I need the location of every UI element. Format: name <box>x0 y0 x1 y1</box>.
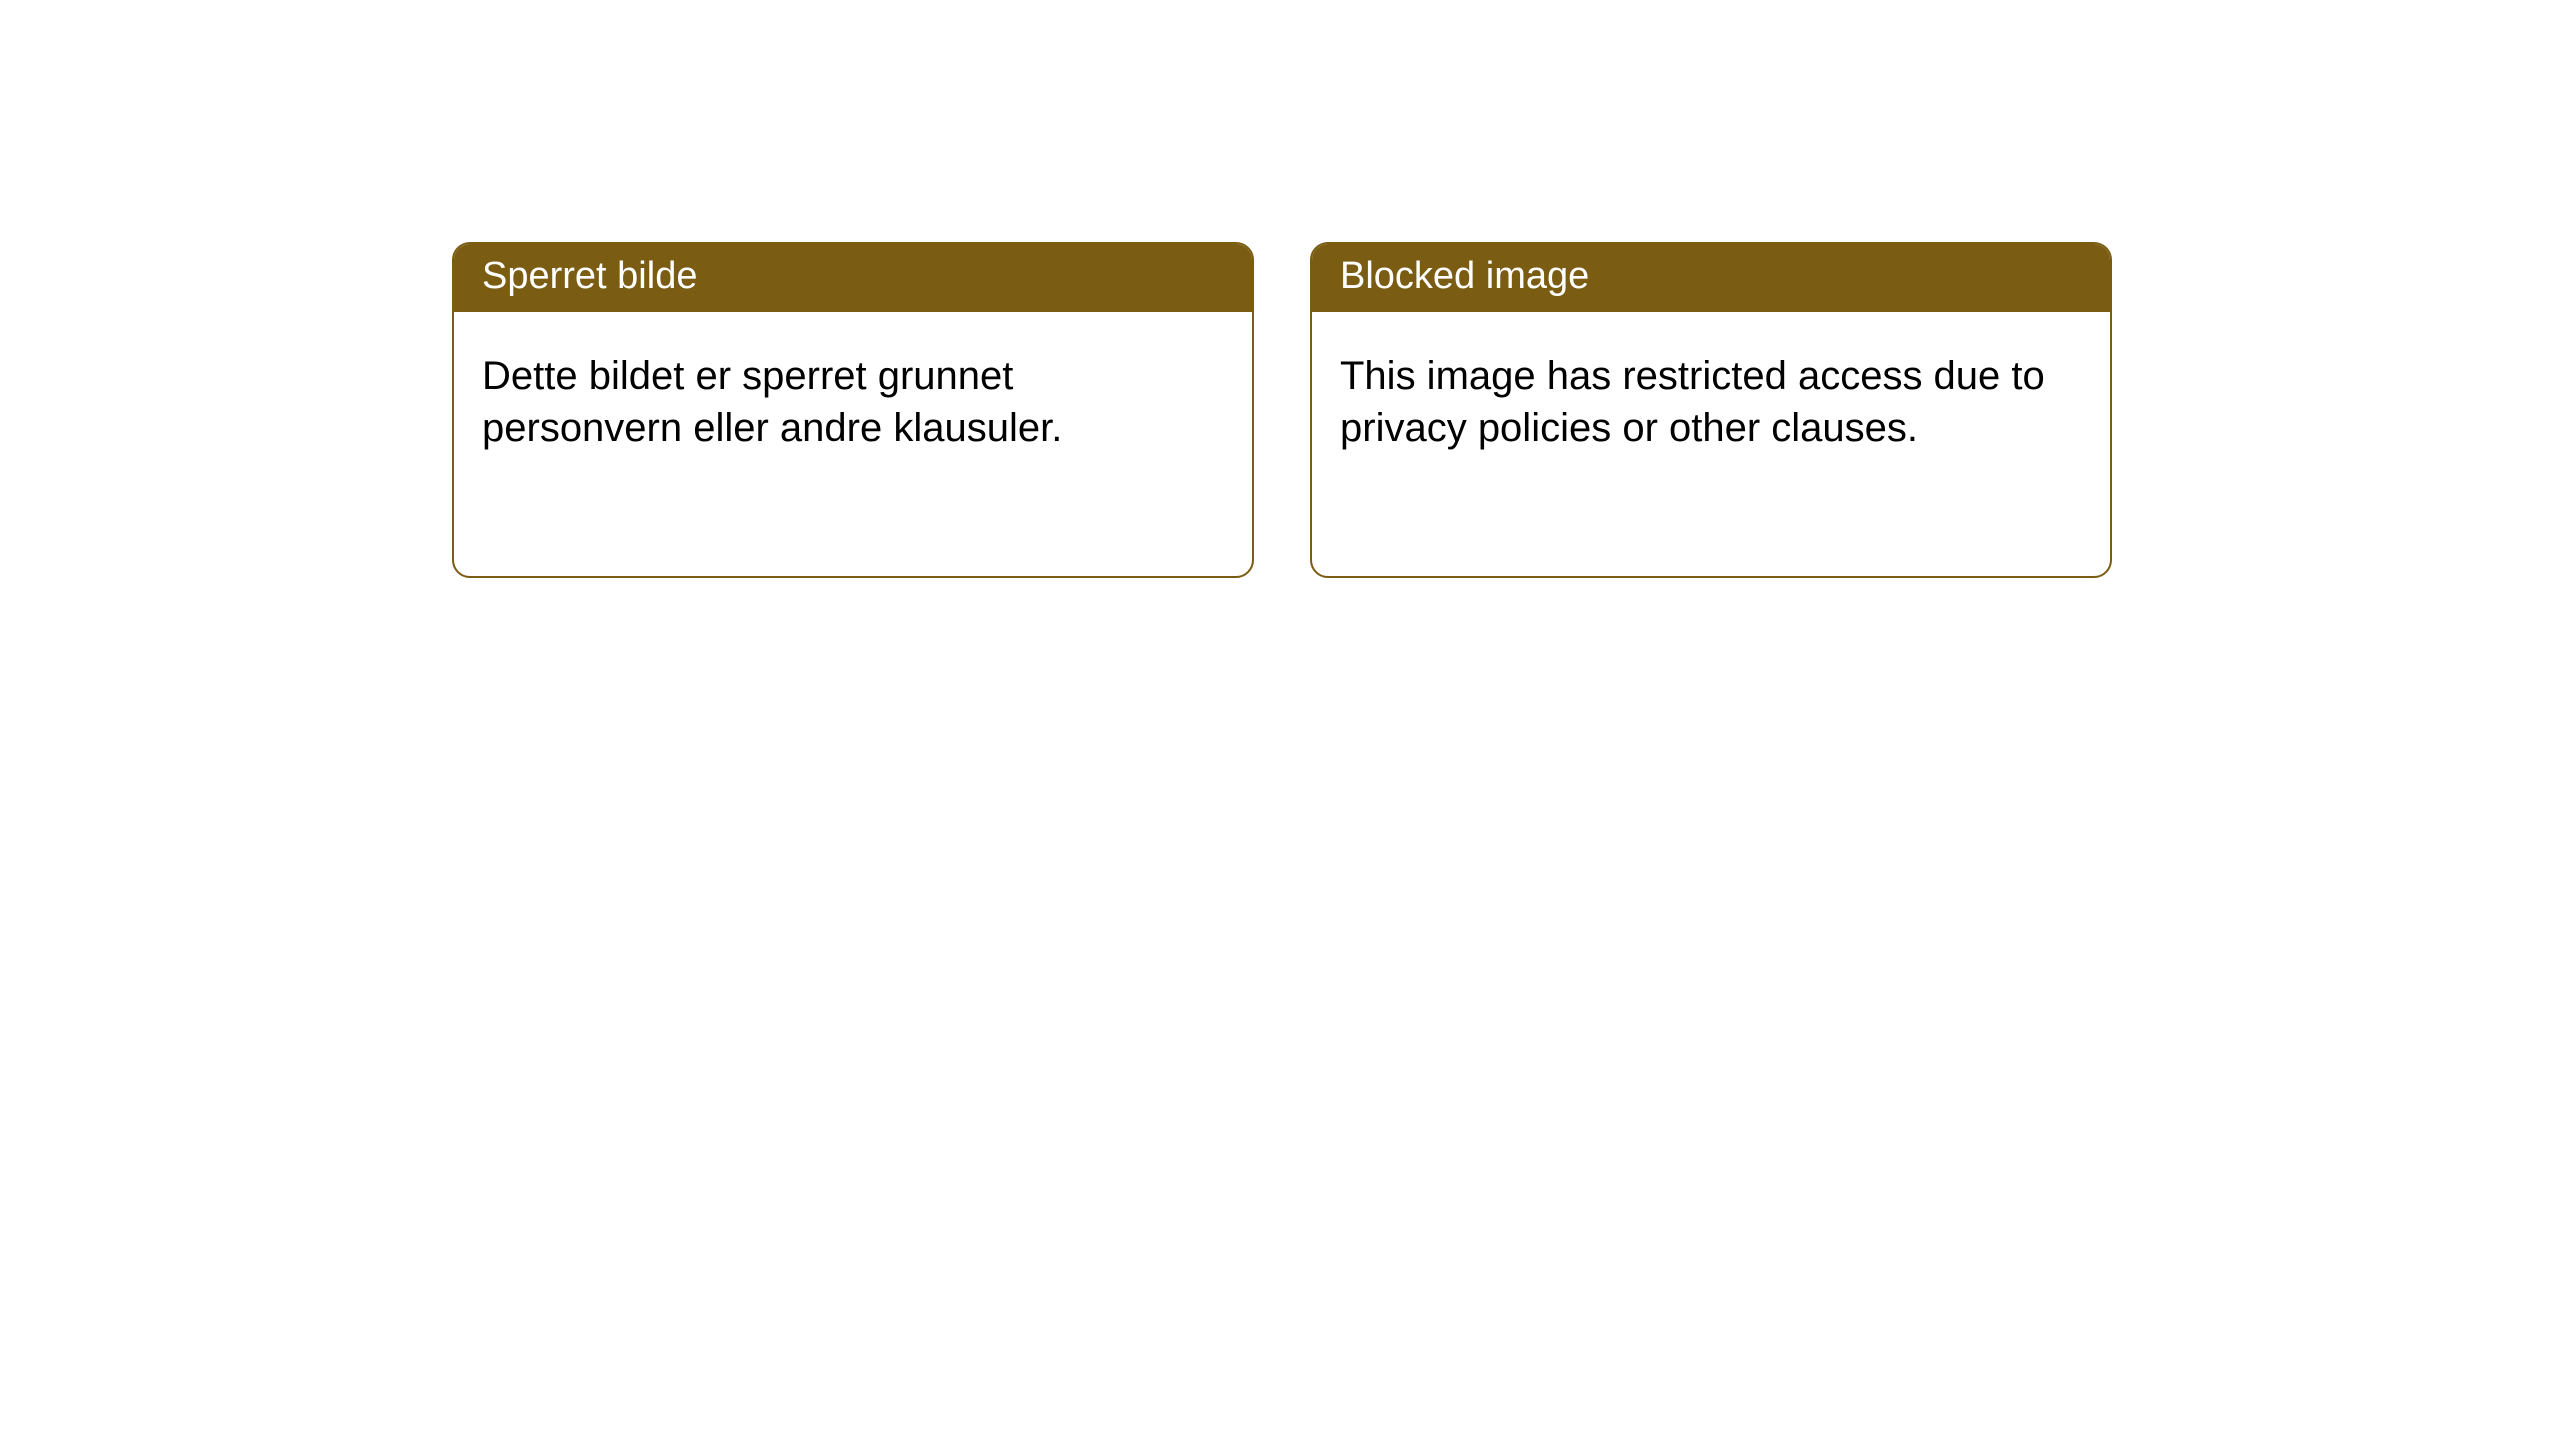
card-header-no: Sperret bilde <box>454 244 1252 312</box>
card-body-en: This image has restricted access due to … <box>1312 312 2110 482</box>
blocked-image-card-no: Sperret bilde Dette bildet er sperret gr… <box>452 242 1254 578</box>
blocked-image-card-en: Blocked image This image has restricted … <box>1310 242 2112 578</box>
card-body-no: Dette bildet er sperret grunnet personve… <box>454 312 1252 482</box>
card-header-en: Blocked image <box>1312 244 2110 312</box>
cards-container: Sperret bilde Dette bildet er sperret gr… <box>0 0 2560 578</box>
